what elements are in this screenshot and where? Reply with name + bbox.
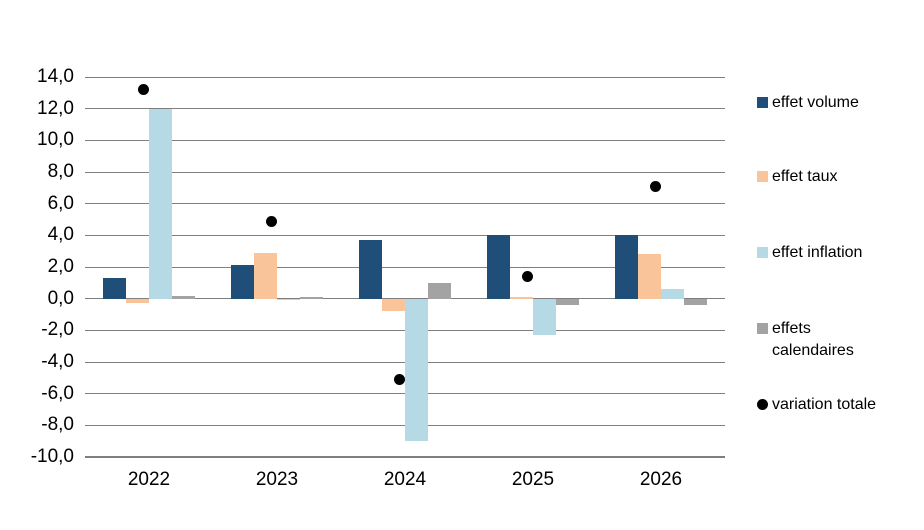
- y-axis-tick-label: 10,0: [37, 129, 74, 151]
- y-axis-tick-label: 4,0: [47, 224, 74, 246]
- legend-circle-icon: [757, 399, 768, 410]
- x-axis-tick-label: 2023: [255, 469, 299, 490]
- gridline: [85, 203, 725, 205]
- point-variation-totale: [265, 215, 277, 227]
- bar-effet-taux: [254, 252, 277, 299]
- legend-item-effets-calendaires: effets calendaires: [757, 318, 877, 362]
- gridline: [85, 76, 725, 78]
- y-axis-tick-label: 2,0: [47, 256, 74, 277]
- bar-effet-taux: [510, 297, 533, 299]
- y-axis-tick-label: -8,0: [41, 414, 74, 436]
- bar-effets-calendaires: [172, 295, 195, 299]
- legend-item-effet-volume: effet volume: [757, 92, 859, 114]
- legend-label: variation totale: [772, 396, 877, 413]
- y-axis-tick-label: 14,0: [37, 66, 74, 87]
- bar-effet-inflation: [149, 108, 172, 299]
- bar-effet-inflation: [277, 298, 300, 301]
- point-variation-totale: [137, 84, 149, 96]
- legend-item-effet-inflation: effet inflation: [757, 242, 862, 264]
- bar-effet-inflation: [661, 289, 684, 299]
- y-axis-tick-label: -2,0: [41, 319, 74, 341]
- legend-square-icon: [757, 171, 768, 182]
- y-axis-tick-label: 0,0: [47, 287, 74, 309]
- bar-effet-volume: [231, 265, 254, 299]
- gridline: [85, 234, 725, 236]
- y-axis-tick-label: 8,0: [47, 161, 74, 182]
- legend-label: effet inflation: [772, 244, 863, 261]
- gridline: [85, 456, 725, 458]
- y-axis-tick-label: 6,0: [47, 192, 74, 214]
- bar-effet-taux: [126, 298, 149, 304]
- bar-effet-volume: [615, 235, 638, 299]
- y-axis-tick-label: 12,0: [37, 97, 74, 119]
- bar-effet-volume: [359, 240, 382, 299]
- legend-label: effet taux: [772, 168, 838, 185]
- bar-effets-calendaires: [428, 282, 451, 299]
- gridline: [85, 139, 725, 141]
- legend-square-icon: [757, 247, 768, 258]
- y-axis-tick-label: -6,0: [41, 382, 74, 404]
- bar-effet-taux: [638, 254, 661, 299]
- x-axis-tick-label: 2026: [639, 469, 683, 490]
- y-axis-tick-label: -10,0: [30, 446, 74, 467]
- bar-effet-volume: [103, 278, 126, 299]
- bar-effet-taux: [382, 298, 405, 312]
- bar-effets-calendaires: [684, 298, 707, 305]
- bar-effet-volume: [487, 235, 510, 299]
- bar-effet-inflation: [533, 298, 556, 336]
- legend-label: effet volume: [772, 94, 859, 111]
- legend-item-variation-totale: variation totale: [757, 394, 876, 416]
- bar-effet-inflation: [405, 298, 428, 442]
- point-variation-totale: [521, 271, 533, 282]
- legend-item-effet-taux: effet taux: [757, 166, 838, 188]
- legend-square-icon: [757, 323, 768, 334]
- legend-label: effets calendaires: [772, 320, 854, 359]
- bar-effets-calendaires: [300, 297, 323, 299]
- y-axis-tick-label: -4,0: [41, 351, 74, 372]
- bar-effets-calendaires: [556, 298, 579, 305]
- point-variation-totale: [393, 373, 405, 385]
- x-axis-tick-label: 2025: [511, 469, 555, 490]
- x-axis-tick-label: 2022: [127, 469, 171, 490]
- x-axis-tick-label: 2024: [383, 469, 427, 490]
- gridline: [85, 171, 725, 173]
- gridline: [85, 108, 725, 110]
- gridline: [85, 266, 725, 268]
- legend-square-icon: [757, 97, 768, 108]
- point-variation-totale: [649, 180, 661, 192]
